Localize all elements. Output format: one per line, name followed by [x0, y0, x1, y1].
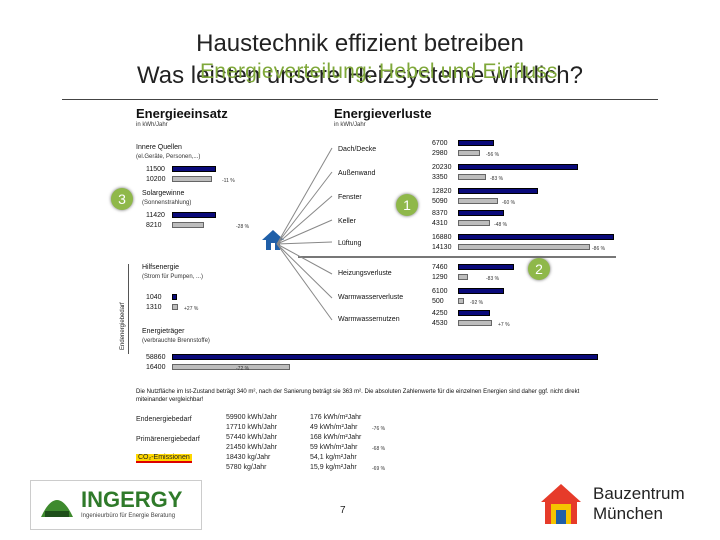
energy-diagram: Energieeinsatz in kWh/Jahr Energieverlus… [111, 104, 616, 472]
bar-ist [172, 166, 216, 172]
bar-ist [172, 212, 216, 218]
flow-arrows [276, 147, 333, 321]
bar-saniert [172, 176, 212, 182]
bar-ist [458, 164, 578, 170]
bar-saniert [458, 220, 490, 226]
bar-saniert [458, 174, 486, 180]
page-number: 7 [340, 505, 346, 516]
bar-saniert [458, 320, 492, 326]
bar-ist [458, 264, 514, 270]
einsatz-unit: in kWh/Jahr [136, 122, 168, 128]
marker-2-icon: 2 [528, 258, 550, 280]
verluste-unit: in kWh/Jahr [334, 122, 366, 128]
bar-saniert [458, 244, 590, 250]
slide-subtitle-overlay: Energieverteilung: Hebel und Einfluss [200, 60, 558, 83]
note-text: Die Nutzfläche im Ist-Zustand beträgt 34… [136, 389, 580, 403]
bar-ist [458, 288, 504, 294]
bar-saniert [458, 274, 468, 280]
section-divider [298, 256, 616, 258]
bar-saniert [458, 298, 464, 304]
bar-ist [458, 188, 538, 194]
marker-1-icon: 1 [396, 194, 418, 216]
title-divider [62, 99, 658, 100]
house-logo-icon [541, 484, 581, 524]
bar-ist [458, 210, 504, 216]
bar-ist [458, 140, 494, 146]
marker-3-icon: 3 [111, 188, 133, 210]
bar-ist [172, 294, 177, 300]
verluste-title: Energieverluste [334, 106, 432, 121]
ingergy-logo: INGERGY Ingenieurbüro für Energie Beratu… [30, 480, 202, 530]
bar-saniert [172, 222, 204, 228]
bar-saniert [458, 150, 480, 156]
slide-subtitle: Was leisten unsere Heizsysteme wirklich? [137, 62, 583, 89]
slide-title: Haustechnik effizient betreiben [196, 30, 524, 57]
bar-ist [458, 234, 614, 240]
leaf-icon [41, 500, 73, 517]
side-label-endenergiebedarf: Endenergiebedarf [120, 302, 126, 350]
bar-saniert [172, 364, 290, 370]
bar-saniert [458, 198, 498, 204]
side-bracket [128, 264, 129, 354]
bar-saniert [172, 304, 178, 310]
bauzentrum-logo: Bauzentrum München [537, 482, 693, 526]
bar-ist [458, 310, 490, 316]
einsatz-title: Energieeinsatz [136, 106, 228, 121]
bar-ist [172, 354, 598, 360]
